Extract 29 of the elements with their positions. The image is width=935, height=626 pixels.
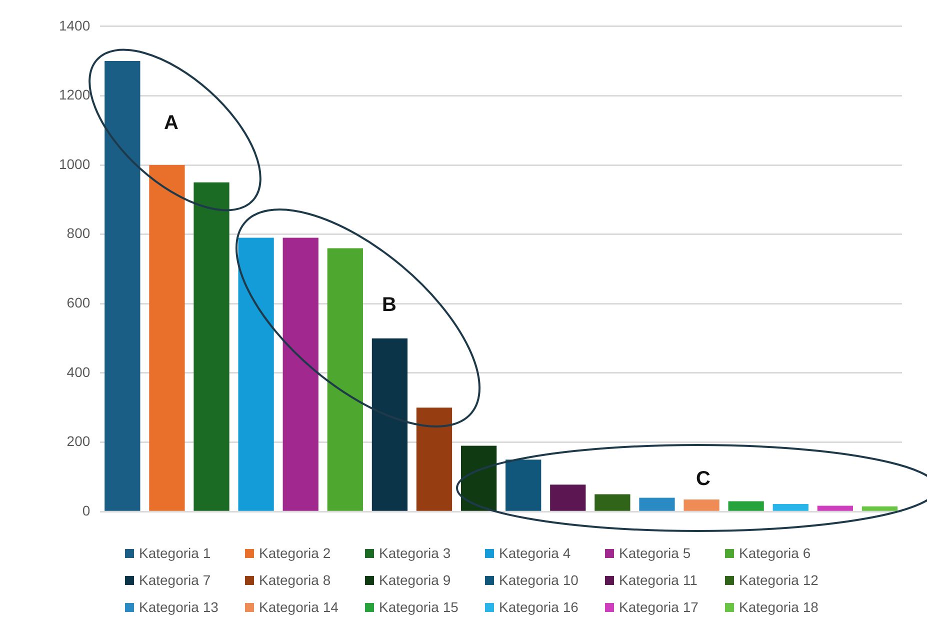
y-tick-label: 1200 [58, 86, 90, 103]
legend-label: Kategoria 4 [499, 544, 571, 562]
legend-label: Kategoria 7 [139, 571, 211, 589]
legend-label: Kategoria 5 [619, 544, 691, 562]
legend-label: Kategoria 14 [259, 598, 338, 616]
legend-label: Kategoria 15 [379, 598, 458, 616]
legend-label: Kategoria 16 [499, 598, 578, 616]
legend-label: Kategoria 11 [619, 571, 698, 589]
legend-label: Kategoria 3 [379, 544, 451, 562]
y-tick-label: 800 [66, 225, 90, 242]
y-tick-label: 200 [66, 433, 90, 450]
y-tick-label: 0 [82, 502, 90, 518]
legend-label: Kategoria 18 [739, 598, 818, 616]
y-tick-label: 1400 [58, 17, 90, 34]
annotation: A [164, 111, 178, 135]
legend-label: Kategoria 12 [739, 571, 818, 589]
legend-label: Kategoria 9 [379, 571, 451, 589]
legend-label: Kategoria 17 [619, 598, 698, 616]
annotation: C [696, 467, 710, 491]
legend-label: Kategoria 1 [139, 544, 211, 562]
y-tick-label: 600 [66, 294, 90, 311]
annotation: B [382, 293, 396, 317]
legend-label: Kategoria 8 [259, 571, 331, 589]
legend-label: Kategoria 10 [499, 571, 578, 589]
legend-label: Kategoria 2 [259, 544, 331, 562]
y-tick-label: 1000 [58, 156, 90, 172]
y-tick-label: 400 [66, 364, 90, 380]
legend-label: Kategoria 13 [139, 598, 218, 616]
legend-label: Kategoria 6 [739, 544, 811, 562]
